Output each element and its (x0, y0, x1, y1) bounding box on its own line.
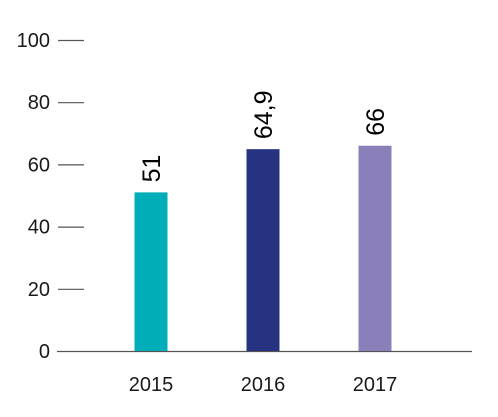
category-labels: 2015 2016 2017 (129, 374, 398, 396)
x-tick-label: 2015 (129, 374, 174, 396)
data-label: 66 (362, 108, 390, 136)
bars (134, 145, 392, 351)
y-axis: 0 20 40 60 80 100 (17, 30, 84, 363)
y-tick-label: 80 (28, 92, 50, 114)
bar-2017 (358, 145, 392, 351)
y-tick-label: 40 (28, 217, 50, 239)
y-tick-label: 20 (28, 279, 50, 301)
y-tick-label: 100 (17, 30, 50, 52)
y-tick-label: 60 (28, 154, 50, 176)
bar-2016 (246, 149, 280, 351)
data-labels: 51 64,9 66 (138, 90, 390, 182)
data-label: 51 (138, 155, 166, 183)
x-tick-label: 2016 (241, 374, 286, 396)
data-label: 64,9 (250, 90, 278, 139)
x-tick-label: 2017 (353, 374, 398, 396)
bar-2015 (134, 192, 168, 351)
y-tick-label: 0 (39, 341, 50, 363)
